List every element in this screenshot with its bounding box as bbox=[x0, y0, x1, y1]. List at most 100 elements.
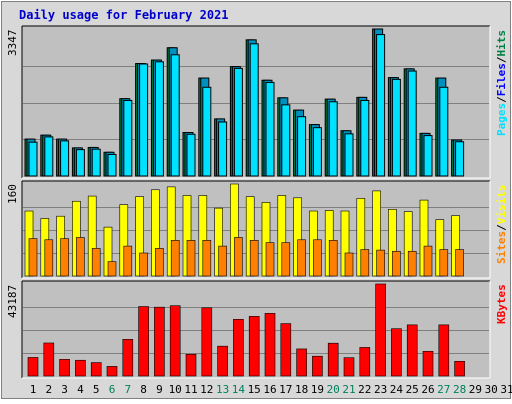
bar-pages-day-27 bbox=[439, 86, 449, 177]
bar-kbytes-day-26 bbox=[422, 350, 434, 377]
bar-pages-day-19 bbox=[312, 127, 322, 177]
bar-sites-day-6 bbox=[107, 261, 117, 277]
bar-sites-day-25 bbox=[407, 250, 417, 277]
bar-kbytes-day-15 bbox=[248, 316, 260, 377]
x-tick-label-5: 5 bbox=[93, 383, 100, 396]
bar-kbytes-day-24 bbox=[391, 328, 402, 377]
ymax-label-pages_files_hits: 3347 bbox=[6, 29, 19, 57]
bar-sites-day-1 bbox=[28, 238, 38, 277]
bar-sites-day-28 bbox=[455, 249, 464, 277]
bar-sites-day-27 bbox=[439, 249, 449, 277]
bar-pages-day-6 bbox=[107, 153, 117, 177]
ymax-label-kbytes: 43187 bbox=[6, 284, 19, 318]
x-tick-label-27: 27 bbox=[437, 383, 450, 396]
bar-kbytes-day-18 bbox=[296, 348, 307, 377]
bar-pages-day-14 bbox=[233, 67, 243, 177]
bar-pages-day-5 bbox=[91, 148, 101, 177]
bar-sites-day-23 bbox=[376, 249, 385, 277]
bar-pages-day-8 bbox=[139, 63, 149, 177]
x-tick-label-12: 12 bbox=[200, 383, 213, 396]
x-tick-label-15: 15 bbox=[248, 383, 261, 396]
bar-sites-day-4 bbox=[76, 237, 85, 277]
bar-kbytes-day-4 bbox=[75, 359, 86, 377]
bar-pages-day-12 bbox=[202, 86, 212, 177]
bar-pages-day-4 bbox=[75, 149, 85, 177]
x-tick-label-19: 19 bbox=[311, 383, 324, 396]
x-tick-label-10: 10 bbox=[169, 383, 182, 396]
bar-sites-day-17 bbox=[281, 242, 291, 277]
bar-sites-day-22 bbox=[360, 249, 370, 277]
bar-sites-day-18 bbox=[297, 239, 306, 277]
bar-kbytes-day-25 bbox=[406, 324, 418, 377]
bar-sites-day-20 bbox=[328, 240, 338, 277]
x-tick-label-8: 8 bbox=[140, 383, 147, 396]
x-tick-label-13: 13 bbox=[216, 383, 229, 396]
bar-kbytes-day-13 bbox=[217, 345, 228, 377]
x-tick-label-24: 24 bbox=[390, 383, 404, 396]
bar-sites-day-26 bbox=[423, 245, 433, 277]
bar-sites-day-2 bbox=[44, 239, 54, 277]
x-tick-label-14: 14 bbox=[232, 383, 246, 396]
bar-pages-day-13 bbox=[218, 121, 228, 177]
bar-sites-day-8 bbox=[139, 252, 148, 277]
legend-item: Hits bbox=[495, 30, 508, 57]
legend-item: / bbox=[495, 56, 508, 64]
x-tick-label-1: 1 bbox=[30, 383, 37, 396]
bar-kbytes-day-1 bbox=[27, 357, 39, 377]
x-tick-label-28: 28 bbox=[453, 383, 466, 396]
x-tick-label-25: 25 bbox=[406, 383, 419, 396]
bar-kbytes-day-8 bbox=[138, 306, 149, 377]
legend-item: / bbox=[495, 96, 508, 104]
x-tick-label-3: 3 bbox=[61, 383, 68, 396]
x-tick-label-17: 17 bbox=[279, 383, 292, 396]
legend-item: / bbox=[495, 224, 508, 232]
bar-kbytes-day-28 bbox=[454, 361, 465, 377]
x-tick-label-20: 20 bbox=[327, 383, 340, 396]
bar-kbytes-day-23 bbox=[375, 283, 386, 377]
bar-sites-day-14 bbox=[234, 237, 243, 277]
bar-sites-day-16 bbox=[265, 242, 275, 277]
x-tick-label-4: 4 bbox=[77, 383, 84, 396]
bar-pages-day-16 bbox=[265, 81, 275, 177]
x-tick-label-2: 2 bbox=[45, 383, 52, 396]
bar-pages-day-18 bbox=[297, 116, 307, 177]
bar-kbytes-day-11 bbox=[185, 353, 197, 377]
x-tick-label-9: 9 bbox=[156, 383, 163, 396]
bar-kbytes-day-14 bbox=[233, 319, 244, 377]
bar-sites-day-10 bbox=[170, 240, 180, 277]
x-tick-label-22: 22 bbox=[358, 383, 371, 396]
bar-pages-day-3 bbox=[60, 140, 70, 177]
bar-pages-day-9 bbox=[154, 61, 164, 177]
bar-kbytes-day-10 bbox=[169, 305, 181, 377]
bar-sites-day-13 bbox=[218, 245, 227, 277]
bar-sites-day-19 bbox=[313, 239, 322, 277]
x-tick-label-11: 11 bbox=[184, 383, 197, 396]
bar-pages-day-2 bbox=[44, 136, 54, 177]
bar-kbytes-day-9 bbox=[154, 306, 165, 377]
bar-pages-day-23 bbox=[376, 34, 386, 177]
bar-sites-day-21 bbox=[344, 252, 354, 277]
bar-pages-day-11 bbox=[186, 133, 196, 177]
bar-sites-day-5 bbox=[91, 248, 101, 277]
bar-kbytes-day-19 bbox=[312, 355, 323, 377]
x-tick-label-31: 31 bbox=[500, 383, 512, 396]
x-tick-label-30: 30 bbox=[485, 383, 498, 396]
bar-kbytes-day-16 bbox=[264, 313, 276, 377]
ymax-label-visits_sites: 160 bbox=[6, 184, 19, 204]
bar-pages-day-24 bbox=[391, 78, 401, 177]
legend-item: Pages bbox=[495, 103, 508, 137]
legend-item: Sites bbox=[495, 231, 508, 265]
bar-sites-day-7 bbox=[123, 245, 133, 277]
x-tick-label-29: 29 bbox=[469, 383, 482, 396]
bar-pages-day-26 bbox=[423, 135, 433, 177]
bar-pages-day-20 bbox=[328, 101, 338, 177]
bar-pages-day-28 bbox=[455, 141, 465, 177]
bar-sites-day-12 bbox=[202, 240, 212, 277]
bar-kbytes-day-6 bbox=[106, 366, 118, 377]
bar-kbytes-day-21 bbox=[343, 357, 355, 377]
legend-item: KBytes bbox=[495, 284, 508, 325]
bar-pages-day-15 bbox=[249, 43, 259, 177]
bar-pages-day-10 bbox=[170, 54, 180, 177]
legend-item: Visits bbox=[495, 184, 508, 225]
